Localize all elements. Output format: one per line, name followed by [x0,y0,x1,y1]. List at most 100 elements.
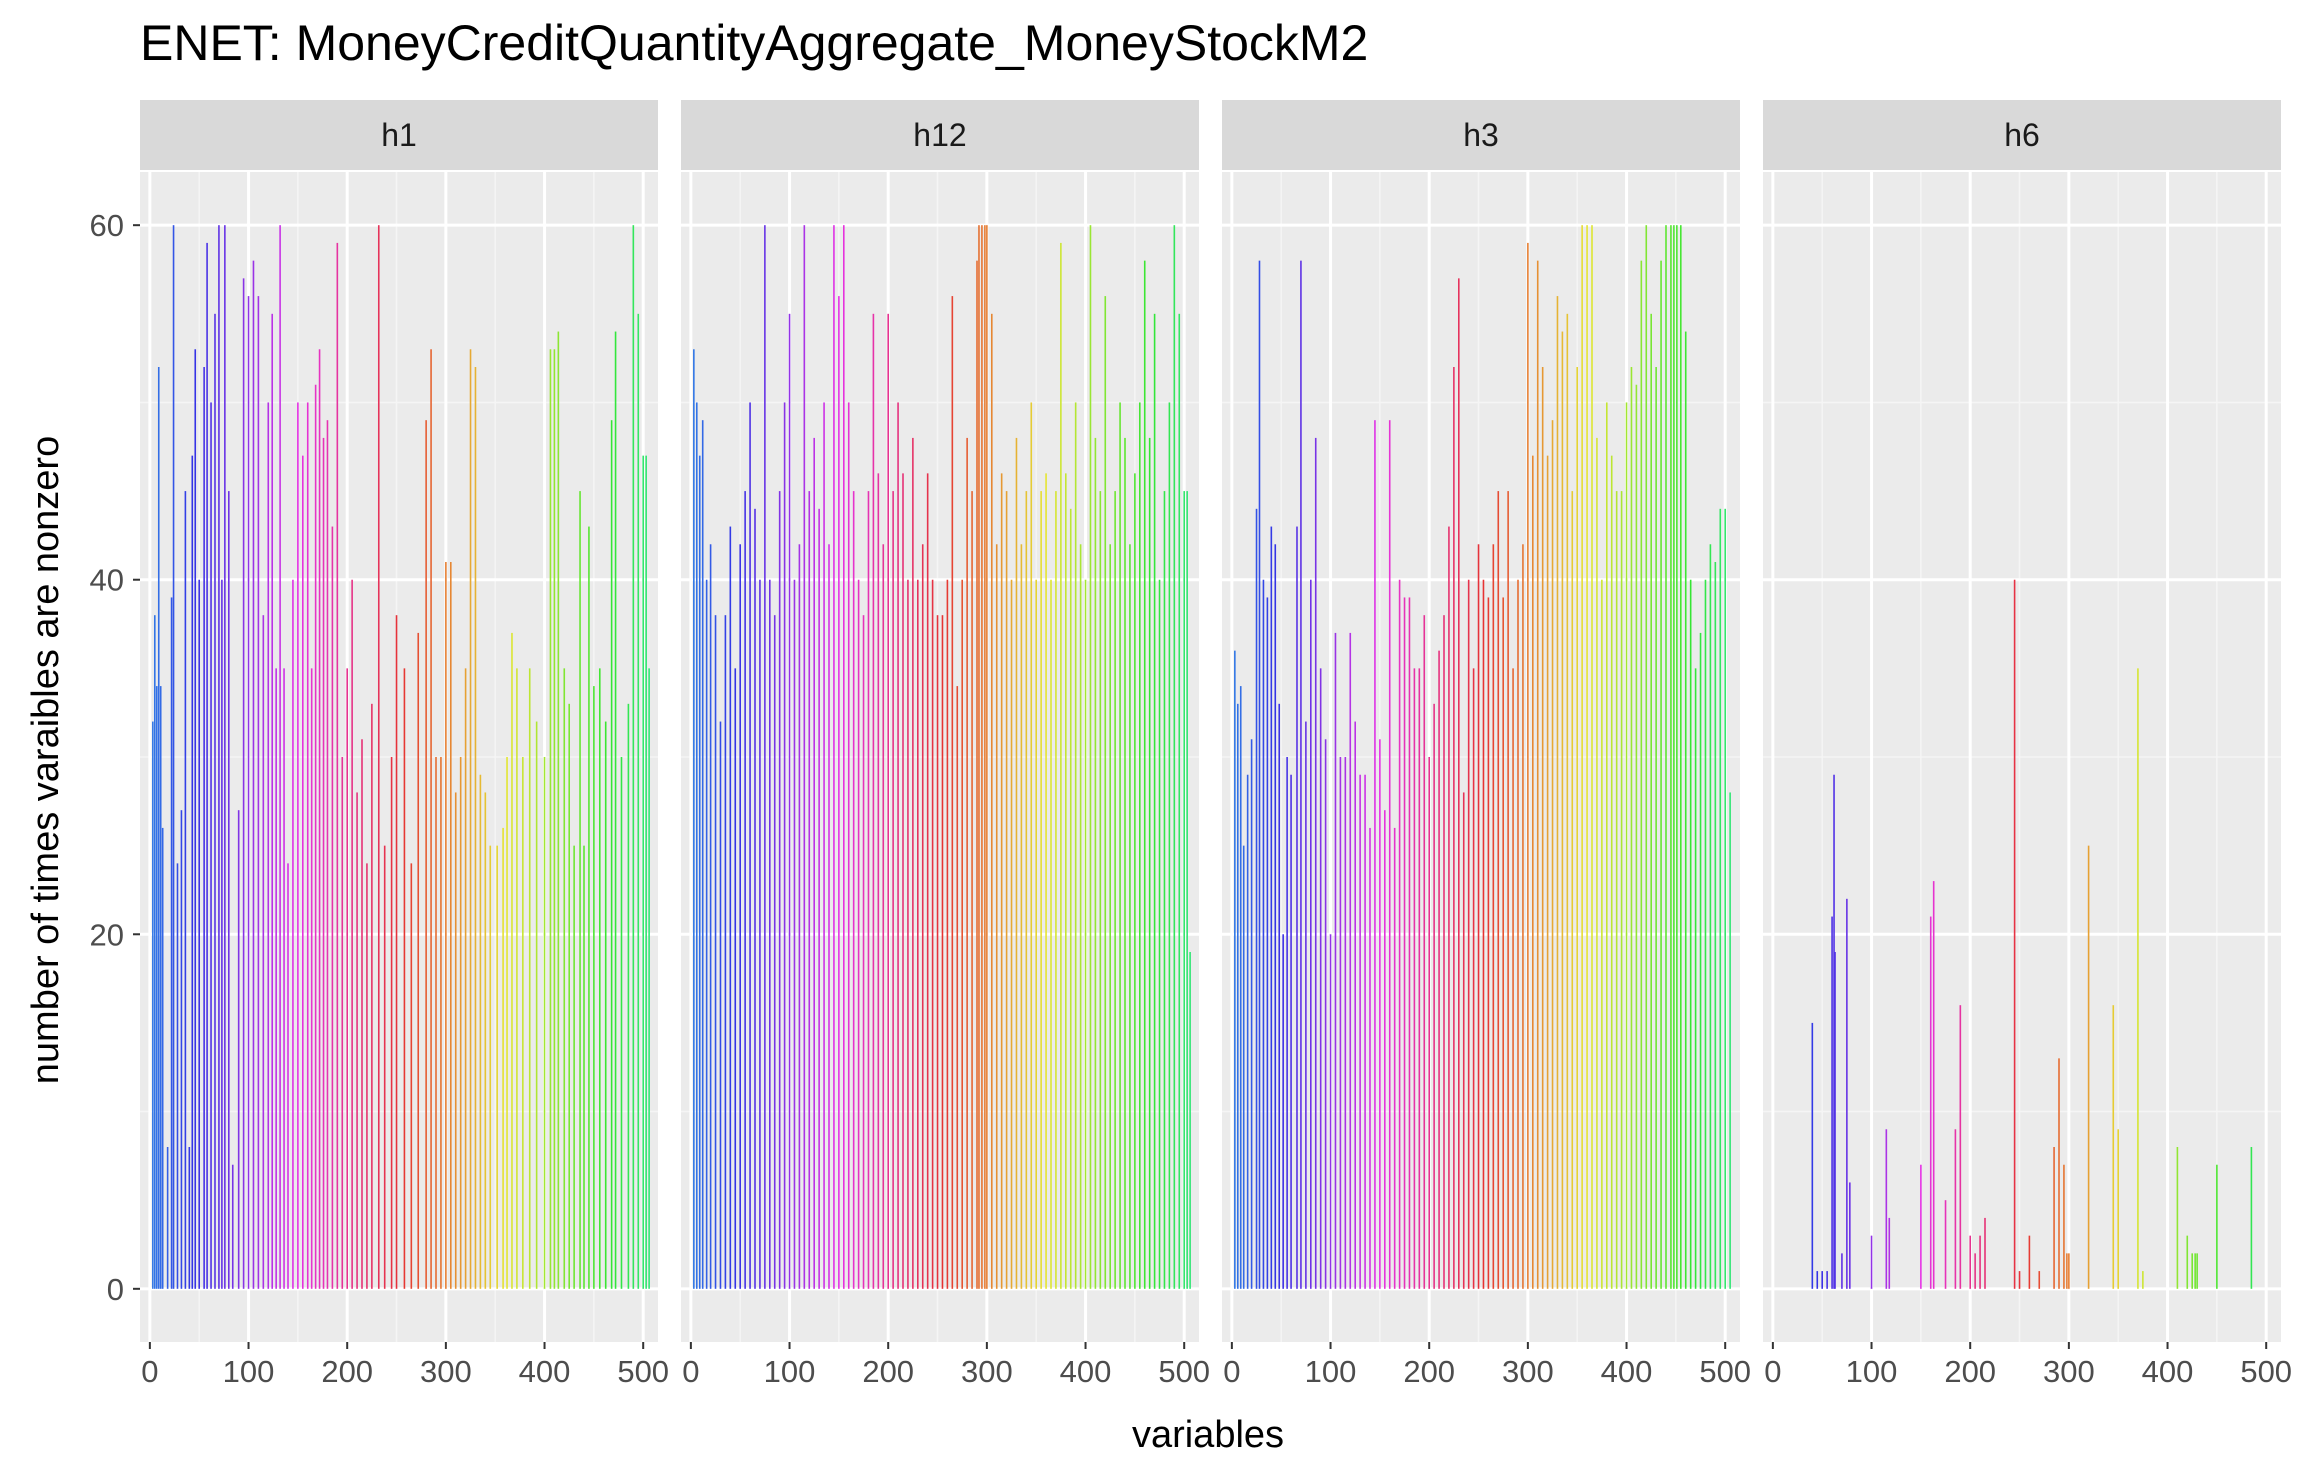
bar [2028,1235,2031,1289]
bar [1620,491,1623,1289]
bar [573,845,575,1289]
bar [459,757,462,1289]
bar [1163,491,1166,1289]
bar [1324,739,1327,1289]
bar [351,579,353,1289]
bar [1045,473,1047,1289]
bar [705,579,708,1289]
bar [1242,845,1245,1289]
bar [1310,579,1312,1289]
bar [1566,313,1569,1289]
bar [1055,491,1057,1289]
chart-title: ENET: MoneyCreditQuantityAggregate_Money… [140,15,1368,71]
bar [218,225,220,1289]
bar [430,349,432,1289]
bar [563,668,566,1289]
bar [648,668,650,1289]
bar [1586,225,1588,1289]
facet-strip-label: h3 [1463,117,1499,153]
bar [1183,491,1185,1289]
bar [1650,313,1652,1289]
bar [2142,1271,2144,1289]
bar [1278,703,1281,1289]
x-tick-label: 400 [519,1354,571,1389]
bar [1423,615,1426,1289]
bar [773,615,776,1289]
bar [1388,420,1391,1289]
bar [1655,367,1657,1289]
bar [2058,1058,2060,1289]
bar [410,863,413,1289]
bar [1541,367,1544,1289]
bar [1168,402,1171,1289]
bar [383,845,386,1289]
bar [322,437,325,1289]
bar [1591,225,1593,1289]
bar [1885,1129,1888,1289]
bar [1060,242,1062,1289]
bar [1561,331,1564,1289]
bar [1888,1217,1891,1289]
bar [1010,579,1013,1289]
y-tick-label: 60 [90,208,124,243]
bar [292,579,294,1289]
bar [474,367,477,1289]
bar [808,491,811,1289]
bar [1050,579,1052,1289]
bar [828,544,830,1289]
bar [877,473,880,1289]
bar [224,225,226,1289]
bar [287,863,289,1289]
bar [203,367,205,1289]
bar [2038,1271,2041,1289]
bar [1849,1182,1851,1289]
bar [1673,225,1675,1289]
bar [783,402,786,1289]
bar [1482,579,1485,1289]
bar [1030,402,1033,1289]
bar [1418,668,1421,1289]
bar [237,810,240,1289]
bar [744,491,746,1289]
x-tick-label: 500 [1158,1354,1210,1389]
bar [484,792,487,1289]
bar [951,296,954,1289]
bar [1507,491,1509,1289]
bar [440,757,442,1289]
bar [729,526,732,1289]
bar [978,225,980,1289]
bar [1689,579,1692,1289]
bar [701,420,704,1289]
x-axis-title: variables [1132,1414,1284,1456]
bar [2018,1271,2021,1289]
x-tick-label: 200 [1944,1354,1996,1389]
panel-h3: h3 0 100 200 300 400 500 [1222,100,1751,1389]
bar [1709,544,1712,1289]
bar [450,562,452,1289]
bar [2196,1253,2198,1289]
bar [194,349,197,1289]
bar [1660,260,1662,1289]
bar [506,757,508,1289]
bar [302,455,304,1289]
bar [1344,757,1347,1289]
bar [1833,774,1835,1289]
bar [627,703,630,1289]
bar [847,402,850,1289]
bar [1374,420,1376,1289]
bar [1556,296,1559,1289]
bar [961,579,963,1289]
bar [557,331,560,1289]
bar [1729,792,1731,1289]
bar [1319,668,1322,1289]
bar [1173,225,1176,1289]
bar [2068,1253,2070,1289]
bar [1719,508,1722,1289]
bar [390,757,393,1289]
bar [803,225,806,1289]
bar [1816,1271,1819,1289]
bar [176,863,179,1289]
bar [818,508,820,1289]
x-tick-label: 0 [141,1354,158,1389]
